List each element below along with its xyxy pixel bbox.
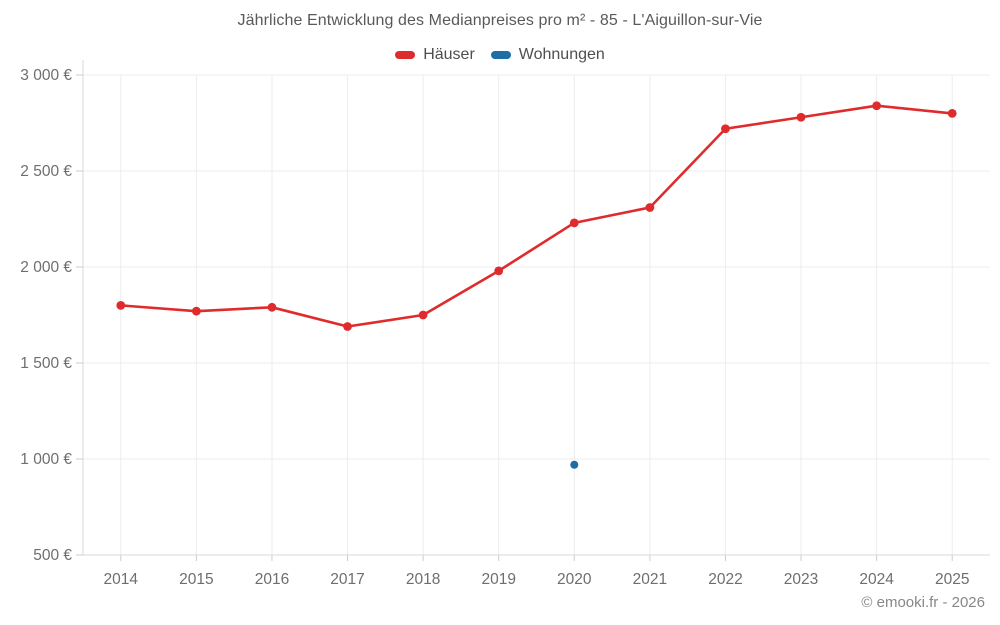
axes xyxy=(76,60,990,561)
data-point[interactable] xyxy=(570,460,579,469)
x-tick-label: 2014 xyxy=(104,571,139,588)
y-tick-label: 500 € xyxy=(33,547,72,564)
y-tick-label: 3 000 € xyxy=(20,67,72,84)
data-point[interactable] xyxy=(494,266,504,276)
data-point[interactable] xyxy=(116,301,126,310)
data-point[interactable] xyxy=(343,322,352,331)
gridlines xyxy=(83,74,990,555)
data-point[interactable] xyxy=(267,302,277,312)
legend-label: Häuser xyxy=(423,46,475,63)
x-tick-label: 2019 xyxy=(481,571,515,588)
x-tick-label: 2023 xyxy=(784,571,818,588)
data-point[interactable] xyxy=(191,306,201,316)
y-tick-label: 1 000 € xyxy=(20,451,72,468)
x-tick-label: 2021 xyxy=(633,571,667,588)
series-line xyxy=(119,104,954,328)
data-point[interactable] xyxy=(418,310,428,320)
x-tick-label: 2024 xyxy=(859,571,894,588)
x-tick-label: 2025 xyxy=(935,571,969,588)
data-point[interactable] xyxy=(721,124,730,134)
y-tick-label: 2 500 € xyxy=(20,163,72,180)
data-point[interactable] xyxy=(872,101,882,111)
x-tick-label: 2016 xyxy=(255,571,289,588)
legend-swatch-icon xyxy=(490,51,511,59)
y-tick-label: 2 000 € xyxy=(20,259,72,276)
data-point[interactable] xyxy=(645,203,655,212)
series-wohnungen xyxy=(570,460,579,469)
data-point[interactable] xyxy=(569,218,579,228)
legend-label: Wohnungen xyxy=(518,46,605,63)
legend-item-hauser[interactable]: Häuser xyxy=(395,46,475,64)
x-tick-label: 2022 xyxy=(708,571,742,588)
legend: Häuser Wohnungen xyxy=(0,46,1000,64)
legend-item-wohnungen[interactable]: Wohnungen xyxy=(490,46,605,64)
copyright-text: © emooki.fr - 2026 xyxy=(861,594,985,611)
y-tick-label: 1 500 € xyxy=(20,355,72,372)
legend-swatch-icon xyxy=(395,51,416,59)
series-hauser xyxy=(116,101,957,331)
y-tick-labels: 500 € 1 000 € 1 500 € 2 000 € 2 500 € 3 000 € xyxy=(20,67,72,564)
data-point[interactable] xyxy=(796,112,806,122)
chart-title: Jährliche Entwicklung des Medianpreises … xyxy=(237,12,763,29)
x-tick-label: 2015 xyxy=(179,571,213,588)
x-tick-label: 2018 xyxy=(406,571,440,588)
data-point[interactable] xyxy=(947,109,957,118)
x-tick-label: 2017 xyxy=(330,571,364,588)
x-tick-labels: 2014 2015 2016 2017 2018 2019 2020 2021 2022 2023… xyxy=(104,571,970,588)
x-tick-label: 2020 xyxy=(557,571,592,588)
